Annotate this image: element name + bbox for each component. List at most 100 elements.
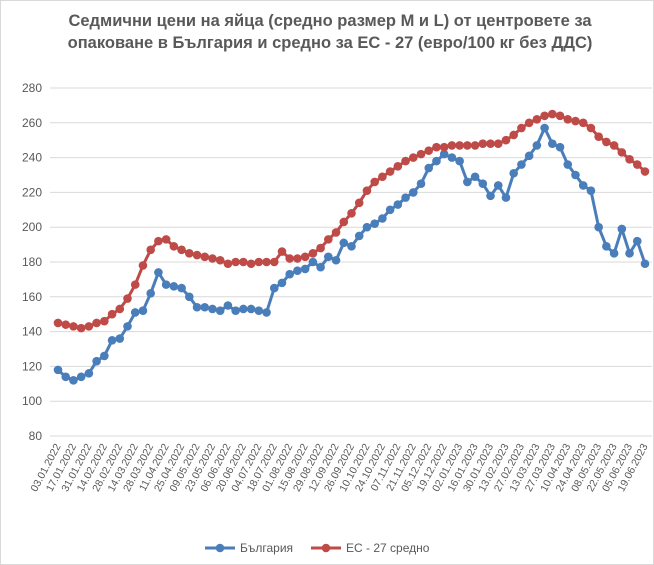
data-point [571, 170, 580, 180]
y-tick-label: 160 [22, 290, 42, 304]
data-point [324, 252, 333, 262]
data-point [53, 318, 63, 328]
data-point [138, 261, 148, 270]
y-tick-label: 200 [22, 220, 42, 234]
data-point [246, 259, 256, 269]
data-point [331, 255, 341, 265]
data-point [130, 308, 140, 317]
data-point [378, 172, 387, 182]
data-point [517, 123, 526, 133]
data-point [555, 142, 565, 152]
data-point [177, 245, 186, 255]
data-point [424, 163, 434, 173]
data-point [215, 255, 225, 265]
data-point [223, 259, 233, 269]
data-point [92, 356, 101, 366]
y-tick-label: 80 [29, 429, 43, 443]
data-point [439, 149, 449, 159]
data-point [463, 141, 472, 150]
data-point [540, 123, 549, 133]
data-point [69, 376, 78, 385]
y-tick-label: 240 [22, 151, 42, 165]
data-point [347, 208, 356, 218]
data-point [463, 177, 472, 187]
data-point [316, 243, 325, 253]
legend-label: ЕС - 27 средно [346, 541, 430, 555]
data-point [69, 322, 78, 331]
data-point [154, 236, 163, 246]
data-point [138, 306, 148, 316]
data-point [478, 179, 488, 188]
data-point [293, 266, 302, 276]
data-point [532, 141, 542, 150]
y-tick-label: 280 [22, 81, 42, 95]
data-point [578, 181, 588, 190]
data-point [370, 219, 379, 229]
data-point [107, 336, 117, 345]
data-point [493, 181, 503, 190]
data-point [354, 198, 364, 208]
data-point [185, 249, 194, 258]
data-point [486, 139, 495, 148]
data-point [324, 235, 333, 244]
data-point [439, 142, 449, 152]
data-point [192, 250, 202, 260]
data-point [478, 139, 488, 148]
data-point [632, 160, 642, 169]
data-point [602, 242, 611, 251]
data-point [339, 217, 349, 227]
data-point [239, 304, 248, 314]
y-tick-label: 180 [22, 255, 42, 269]
data-point [254, 257, 264, 267]
data-point [378, 214, 387, 223]
data-point [231, 306, 240, 316]
data-point [416, 179, 426, 188]
chart-title: Седмични цени на яйца (средно размер M и… [67, 12, 593, 52]
legend-marker [321, 543, 331, 553]
data-point [154, 268, 163, 277]
data-point [548, 139, 557, 148]
data-point [424, 146, 434, 155]
data-point [501, 193, 511, 202]
data-point [447, 141, 457, 150]
data-point [408, 188, 418, 197]
data-point [84, 322, 94, 331]
data-point [632, 236, 642, 246]
data-point [370, 177, 379, 187]
data-point [92, 318, 101, 328]
data-point [408, 153, 418, 162]
data-point [277, 278, 287, 288]
data-point [571, 116, 580, 126]
data-point [517, 160, 526, 169]
data-point [540, 111, 549, 121]
data-point [393, 162, 403, 171]
data-point [76, 372, 86, 382]
data-point [192, 302, 202, 312]
data-point [262, 257, 271, 267]
legend-marker [215, 543, 225, 553]
data-point [239, 257, 248, 267]
data-point [524, 118, 534, 128]
data-point [509, 130, 518, 140]
data-point [509, 168, 518, 178]
data-point [354, 231, 364, 241]
data-point [146, 289, 155, 298]
data-point [61, 320, 71, 329]
data-point [486, 191, 495, 201]
data-point [84, 369, 94, 378]
data-point [501, 135, 511, 145]
data-point [563, 160, 573, 169]
data-point [269, 283, 279, 293]
data-point [470, 141, 480, 150]
data-point [617, 224, 627, 234]
data-point [609, 249, 619, 258]
data-point [416, 149, 426, 159]
data-point [262, 308, 271, 317]
data-point [208, 304, 217, 314]
data-point [293, 254, 302, 263]
data-point [308, 257, 318, 267]
data-point [100, 351, 109, 361]
data-point [76, 323, 86, 333]
data-point [200, 252, 210, 262]
